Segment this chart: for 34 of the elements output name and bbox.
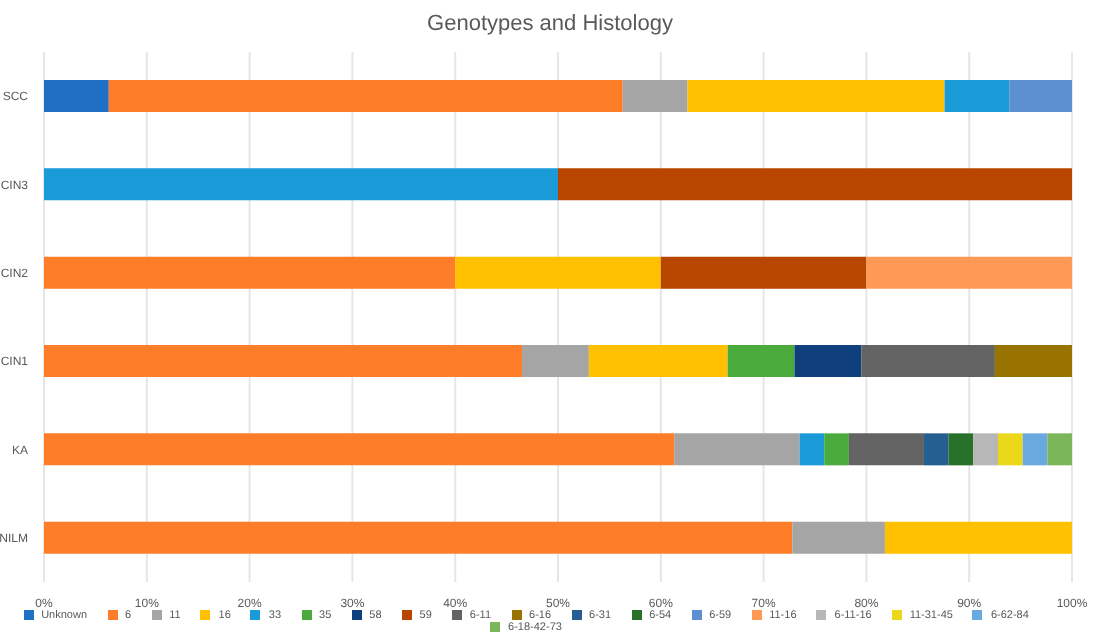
bar (1022, 433, 1048, 466)
bar (994, 345, 1072, 377)
bar (44, 345, 523, 377)
bar (848, 433, 924, 466)
bar (727, 345, 795, 377)
bar (44, 80, 109, 112)
bar (455, 256, 661, 289)
bar (558, 168, 1072, 201)
bar (997, 433, 1023, 466)
bar (824, 433, 849, 466)
bar (792, 521, 885, 554)
bar (522, 345, 589, 377)
bar (884, 521, 1072, 554)
bar (660, 256, 867, 289)
bar (44, 168, 558, 201)
bar (973, 433, 998, 466)
bar (1009, 80, 1072, 112)
bar (674, 433, 800, 466)
bar (799, 433, 825, 466)
bar (923, 433, 949, 466)
bar (108, 80, 623, 112)
bar (944, 80, 1010, 112)
bar (588, 345, 728, 377)
bar (44, 256, 456, 289)
bar (861, 345, 995, 377)
bar (687, 80, 945, 112)
bar (866, 256, 1072, 289)
bar (948, 433, 974, 466)
bar (794, 345, 862, 377)
bar (622, 80, 688, 112)
bar (1047, 433, 1072, 466)
bar (44, 433, 675, 466)
bar (44, 521, 793, 554)
chart-title: Genotypes and Histology (425, 10, 675, 40)
